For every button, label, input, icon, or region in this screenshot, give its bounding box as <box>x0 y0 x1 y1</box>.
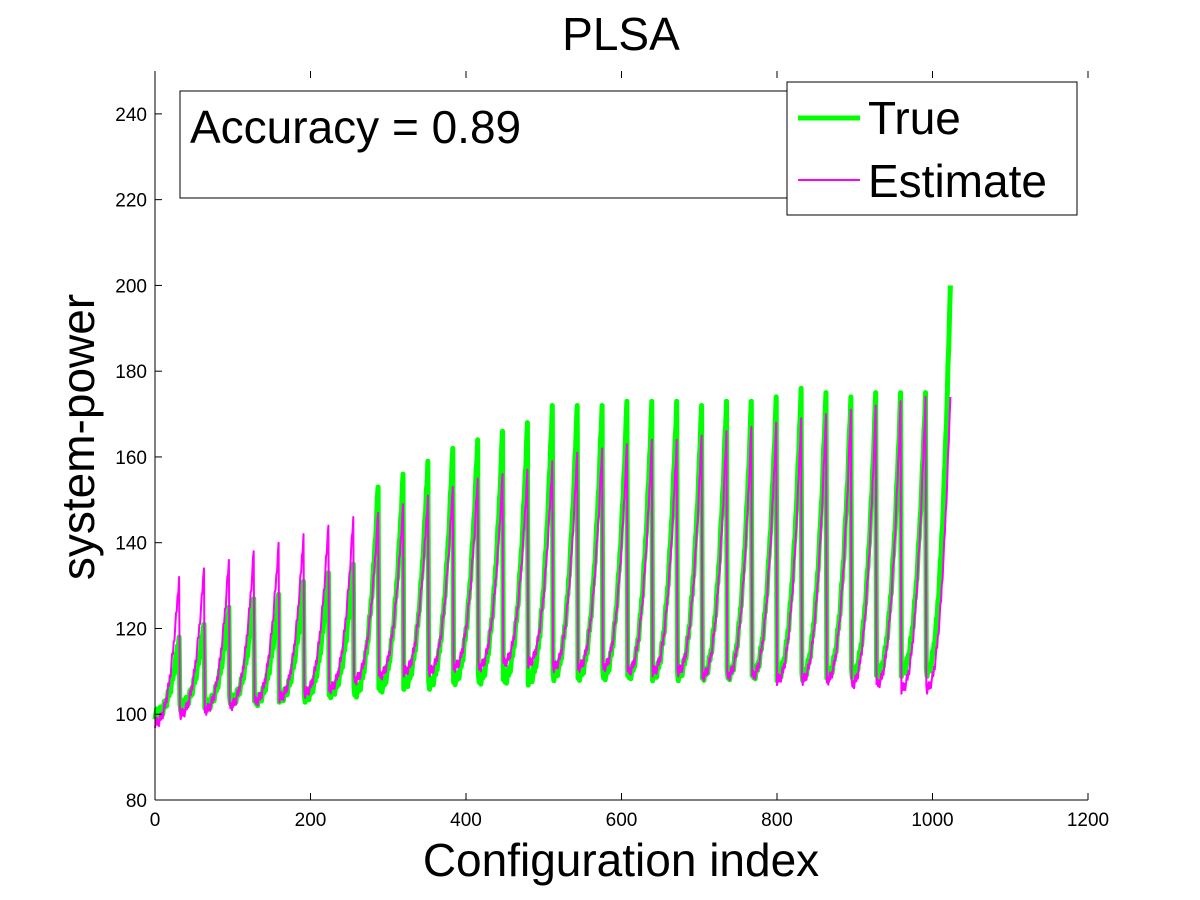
x-tick-label: 1000 <box>911 810 953 831</box>
chart-title: PLSA <box>562 8 680 60</box>
legend-label-true: True <box>868 92 961 144</box>
series-line-estimate <box>154 395 952 729</box>
x-ticks: 0 200 400 600 800 1000 1200 <box>150 71 1109 831</box>
y-tick-label: 240 <box>115 105 147 126</box>
legend: True Estimate <box>786 81 1078 216</box>
y-tick-label: 120 <box>115 619 147 640</box>
y-tick-label: 160 <box>115 448 147 469</box>
x-tick-label: 800 <box>761 810 793 831</box>
x-tick-label: 400 <box>450 810 482 831</box>
x-tick-label: 1200 <box>1067 810 1109 831</box>
y-tick-label: 140 <box>115 534 147 555</box>
y-axis-label: system-power <box>52 294 104 580</box>
x-tick-label: 0 <box>150 810 161 831</box>
series-layer <box>152 285 953 729</box>
x-tick-label: 600 <box>606 810 638 831</box>
y-tick-label: 80 <box>126 791 147 812</box>
x-axis-label: Configuration index <box>423 834 819 886</box>
accuracy-annotation: Accuracy = 0.89 <box>179 90 792 199</box>
y-tick-label: 180 <box>115 362 147 383</box>
y-ticks: 80 100 120 140 160 180 200 220 240 <box>115 105 162 812</box>
y-tick-label: 100 <box>115 705 147 726</box>
y-tick-label: 220 <box>115 191 147 212</box>
y-tick-label: 200 <box>115 276 147 297</box>
legend-label-estimate: Estimate <box>868 155 1047 207</box>
legend-box <box>786 81 1078 216</box>
x-tick-label: 200 <box>295 810 327 831</box>
annotation-text: Accuracy = 0.89 <box>190 101 521 153</box>
annotation-box <box>179 90 792 199</box>
